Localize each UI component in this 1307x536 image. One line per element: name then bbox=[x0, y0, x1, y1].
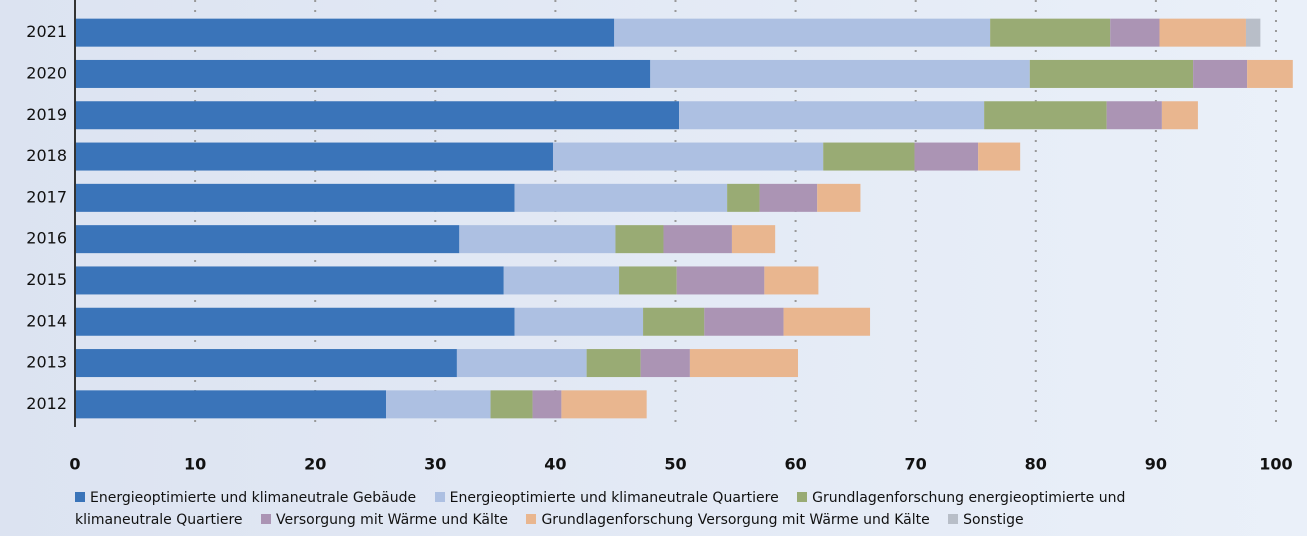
y-tick-label: 2012 bbox=[26, 394, 67, 413]
bar-segment bbox=[783, 307, 871, 336]
bar-segment bbox=[75, 183, 515, 212]
legend-item: Energieoptimierte und klimaneutrale Gebä… bbox=[75, 490, 416, 506]
bar-segment bbox=[456, 349, 587, 378]
legend-label: Energieoptimierte und klimaneutrale Quar… bbox=[449, 490, 779, 506]
bar-segment bbox=[614, 18, 991, 47]
bar-segment bbox=[615, 225, 664, 254]
x-tick-label: 70 bbox=[905, 455, 927, 474]
bar-segment bbox=[764, 266, 819, 295]
bar-segment bbox=[75, 59, 651, 88]
bar-segment bbox=[689, 349, 798, 378]
bar-segment bbox=[75, 390, 387, 419]
y-tick-label: 2016 bbox=[26, 229, 67, 248]
x-tick-label: 10 bbox=[184, 455, 206, 474]
bar-segment bbox=[386, 390, 491, 419]
bar-segment bbox=[663, 225, 732, 254]
chart: 0 10 20 30 40 50 60 70 80 90 100 2021 2020 2019 2018 20… bbox=[26, 0, 1293, 474]
bar-segment bbox=[514, 307, 644, 336]
bar-segment bbox=[586, 349, 641, 378]
bar-segment bbox=[731, 225, 776, 254]
legend-swatch bbox=[260, 514, 271, 524]
bar-segment bbox=[704, 307, 784, 336]
bar-segment bbox=[1245, 18, 1261, 47]
legend: Energieoptimierte und klimaneutrale Gebä… bbox=[75, 487, 1215, 531]
x-tick-label: 20 bbox=[304, 455, 326, 474]
bar-segment bbox=[75, 349, 457, 378]
x-tick-label: 0 bbox=[69, 455, 80, 474]
bar-segment bbox=[75, 18, 615, 47]
legend-label: Grundlagenforschung energieoptimierte un… bbox=[75, 490, 1126, 528]
bar-segment bbox=[1247, 59, 1293, 88]
bar-segment bbox=[459, 225, 616, 254]
bar-segment bbox=[75, 142, 553, 171]
legend-label: Versorgung mit Wärme und Kälte bbox=[275, 512, 508, 528]
bar-segment bbox=[619, 266, 677, 295]
x-tick-label: 100 bbox=[1259, 455, 1292, 474]
legend-swatch bbox=[797, 492, 808, 502]
bar-segment bbox=[1161, 101, 1198, 130]
x-tick-label: 80 bbox=[1025, 455, 1047, 474]
y-tick-label: 2018 bbox=[26, 146, 67, 165]
bar-segment bbox=[676, 266, 765, 295]
bar-segment bbox=[817, 183, 861, 212]
x-tick-label: 90 bbox=[1145, 455, 1167, 474]
bar-segment bbox=[978, 142, 1021, 171]
legend-swatch bbox=[434, 492, 445, 502]
y-tick-label: 2019 bbox=[26, 105, 67, 124]
legend-label: Sonstige bbox=[963, 512, 1024, 528]
bar-segment bbox=[650, 59, 1030, 88]
y-tick-label: 2017 bbox=[26, 187, 67, 206]
legend-swatch bbox=[526, 514, 537, 524]
bar-segment bbox=[990, 18, 1111, 47]
legend-label: Grundlagenforschung Versorgung mit Wärme… bbox=[541, 512, 930, 528]
legend-item: Versorgung mit Wärme und Kälte bbox=[260, 512, 508, 528]
x-tick-label: 40 bbox=[544, 455, 566, 474]
legend-item: Sonstige bbox=[948, 512, 1024, 528]
bar-segment bbox=[984, 101, 1107, 130]
legend-swatch bbox=[75, 492, 85, 502]
y-tick-label: 2015 bbox=[26, 270, 67, 289]
bar-segment bbox=[1029, 59, 1194, 88]
bar-segment bbox=[643, 307, 705, 336]
bar-segment bbox=[552, 142, 824, 171]
bar-segment bbox=[532, 390, 562, 419]
x-tick-label: 30 bbox=[424, 455, 446, 474]
bar-segment bbox=[914, 142, 979, 171]
bar-segment bbox=[75, 225, 460, 254]
bar-segment bbox=[759, 183, 818, 212]
bar-segment bbox=[490, 390, 533, 419]
bar-segment bbox=[514, 183, 728, 212]
x-tick-label: 50 bbox=[664, 455, 686, 474]
legend-label: Energieoptimierte und klimaneutrale Gebä… bbox=[90, 490, 417, 506]
bar-segment bbox=[823, 142, 915, 171]
y-tick-label: 2013 bbox=[26, 353, 67, 372]
bar-segment bbox=[679, 101, 985, 130]
bar-segment bbox=[75, 266, 504, 295]
y-tick-label: 2014 bbox=[26, 311, 67, 330]
legend-swatch bbox=[948, 514, 959, 524]
bar-segment bbox=[75, 307, 515, 336]
bar-segment bbox=[1159, 18, 1246, 47]
legend-item: Grundlagenforschung Versorgung mit Wärme… bbox=[526, 512, 930, 528]
bar-segment bbox=[561, 390, 647, 419]
legend-item: Grundlagenforschung energieoptimierte un… bbox=[75, 490, 1125, 528]
y-tick-label: 2021 bbox=[26, 22, 67, 41]
bar-segment bbox=[75, 101, 680, 130]
bar-segment bbox=[727, 183, 760, 212]
y-tick-label: 2020 bbox=[26, 63, 67, 82]
bar-segment bbox=[1110, 18, 1160, 47]
bar-segment bbox=[503, 266, 620, 295]
legend-item: Energieoptimierte und klimaneutrale Quar… bbox=[434, 490, 779, 506]
bar-segment bbox=[640, 349, 690, 378]
x-tick-label: 60 bbox=[784, 455, 806, 474]
bar-segment bbox=[1193, 59, 1248, 88]
bar-segment bbox=[1106, 101, 1162, 130]
